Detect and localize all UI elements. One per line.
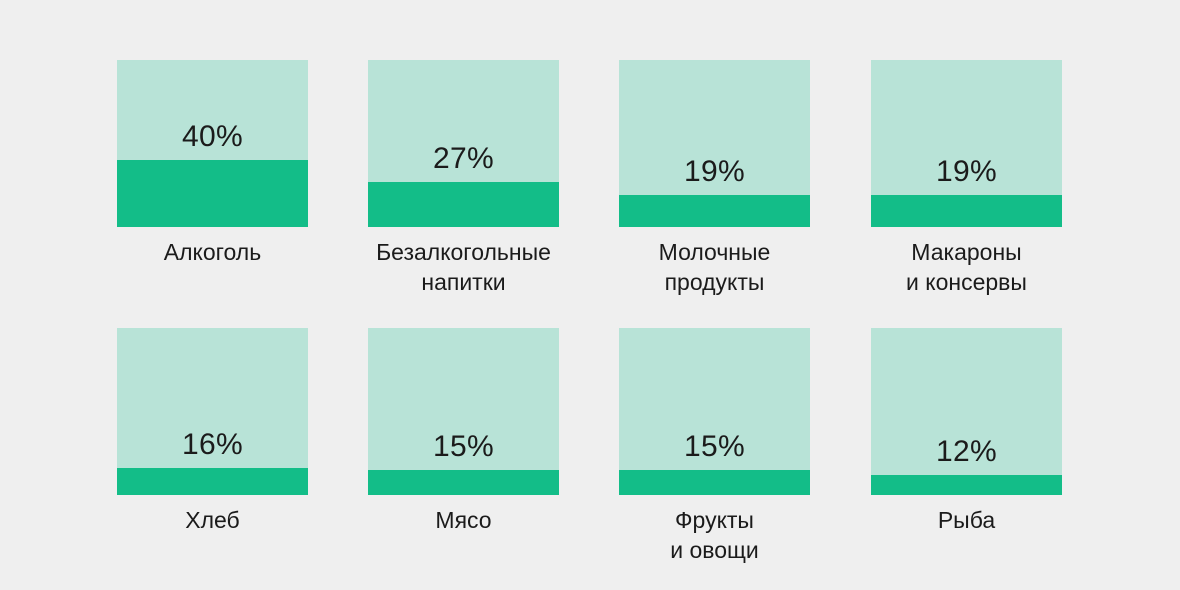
data-label: 15%	[433, 429, 494, 463]
bar-track: 12%	[871, 328, 1062, 495]
bar-fill	[871, 474, 1062, 495]
category-label: Молочные продукты	[658, 239, 771, 295]
bar-fill	[619, 195, 810, 227]
category-label: Безалкогольные напитки	[376, 239, 551, 295]
bar-track: 19%	[619, 60, 810, 227]
data-label: 19%	[684, 155, 745, 189]
bar-fill	[117, 468, 308, 495]
bar-fill	[619, 469, 810, 495]
chart-cell: 40% Алкоголь	[117, 60, 308, 267]
bar-track: 27%	[368, 60, 559, 227]
bar-track: 16%	[117, 328, 308, 495]
category-label: Хлеб	[185, 507, 240, 533]
category-label: Макароны и консервы	[906, 239, 1027, 295]
chart-cell: 15% Фрукты и овощи	[619, 328, 810, 565]
bar-fill	[117, 160, 308, 227]
data-label: 16%	[182, 428, 243, 462]
chart-cell: 27% Безалкогольные напитки	[368, 60, 559, 297]
chart-cell: 19% Макароны и консервы	[871, 60, 1062, 297]
chart-cell: 15% Мясо	[368, 328, 559, 535]
category-label: Мясо	[435, 507, 492, 533]
bar-fill	[871, 195, 1062, 227]
data-label: 12%	[936, 434, 997, 468]
bar-track: 19%	[871, 60, 1062, 227]
data-label: 15%	[684, 429, 745, 463]
chart-cell: 16% Хлеб	[117, 328, 308, 535]
bar-fill	[368, 181, 559, 227]
bar-track: 40%	[117, 60, 308, 227]
category-label: Алкоголь	[163, 239, 262, 265]
bar-track: 15%	[368, 328, 559, 495]
bar-track: 15%	[619, 328, 810, 495]
category-label: Фрукты и овощи	[670, 507, 759, 563]
data-label: 27%	[433, 141, 494, 175]
category-label: Рыба	[937, 507, 996, 533]
data-label: 19%	[936, 155, 997, 189]
chart-cell: 19% Молочные продукты	[619, 60, 810, 297]
data-label: 40%	[182, 120, 243, 154]
chart-cell: 12% Рыба	[871, 328, 1062, 535]
bar-fill	[368, 469, 559, 495]
